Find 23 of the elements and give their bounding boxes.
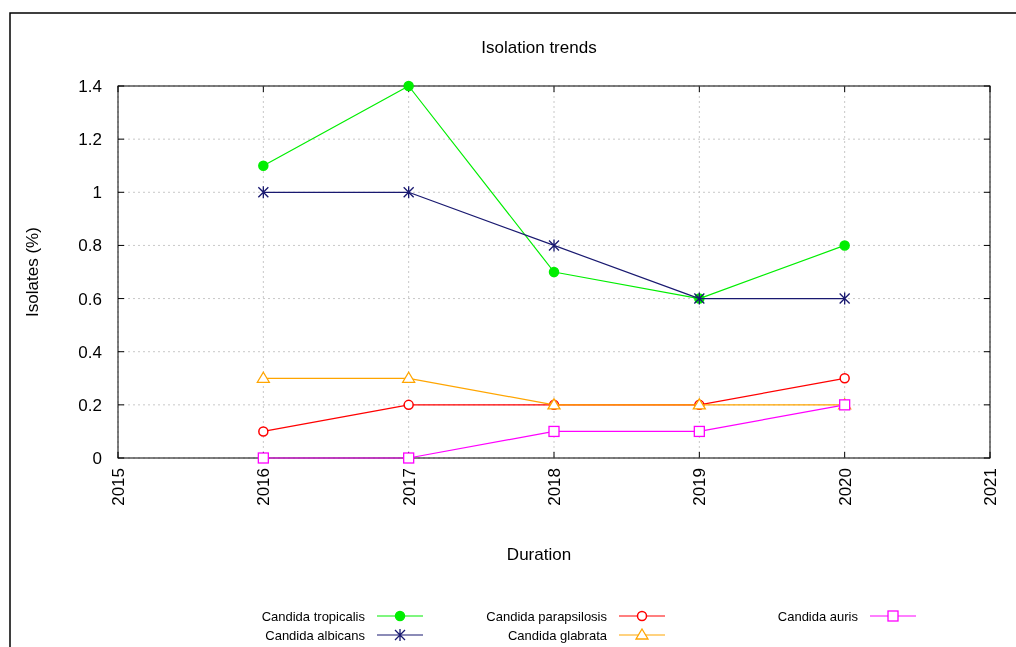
legend-label: Candida parapsilosis xyxy=(486,609,608,624)
x-tick-label: 2018 xyxy=(545,468,564,506)
legend-label: Candida auris xyxy=(777,609,859,624)
y-tick-label: 1.4 xyxy=(78,77,102,96)
y-tick-label: 0.4 xyxy=(78,342,102,362)
x-axis-title: Duration xyxy=(506,545,572,564)
x-tick-label: 2015 xyxy=(109,468,128,506)
x-tick-label: 2019 xyxy=(690,468,710,506)
y-tick-label: 0.8 xyxy=(78,236,102,256)
x-tick-label: 2020 xyxy=(835,468,855,506)
chart-title: Isolation trends xyxy=(481,38,597,57)
y-tick-label: 1 xyxy=(92,183,102,203)
y-tick-label: 0.6 xyxy=(78,289,102,309)
legend-label: Candida glabrata xyxy=(507,628,608,643)
y-axis-title: Isolates (%) xyxy=(23,227,42,317)
x-tick-label: 2016 xyxy=(254,468,274,506)
legend-label: Candida tropicalis xyxy=(261,609,366,624)
y-tick-label: 0 xyxy=(92,449,102,468)
x-tick-label: 2017 xyxy=(399,468,419,506)
y-tick-label: 0.2 xyxy=(78,395,102,415)
legend-label: Candida albicans xyxy=(265,628,366,643)
x-tick-label: 2021 xyxy=(981,468,1000,506)
y-tick-label: 1.2 xyxy=(78,130,102,150)
